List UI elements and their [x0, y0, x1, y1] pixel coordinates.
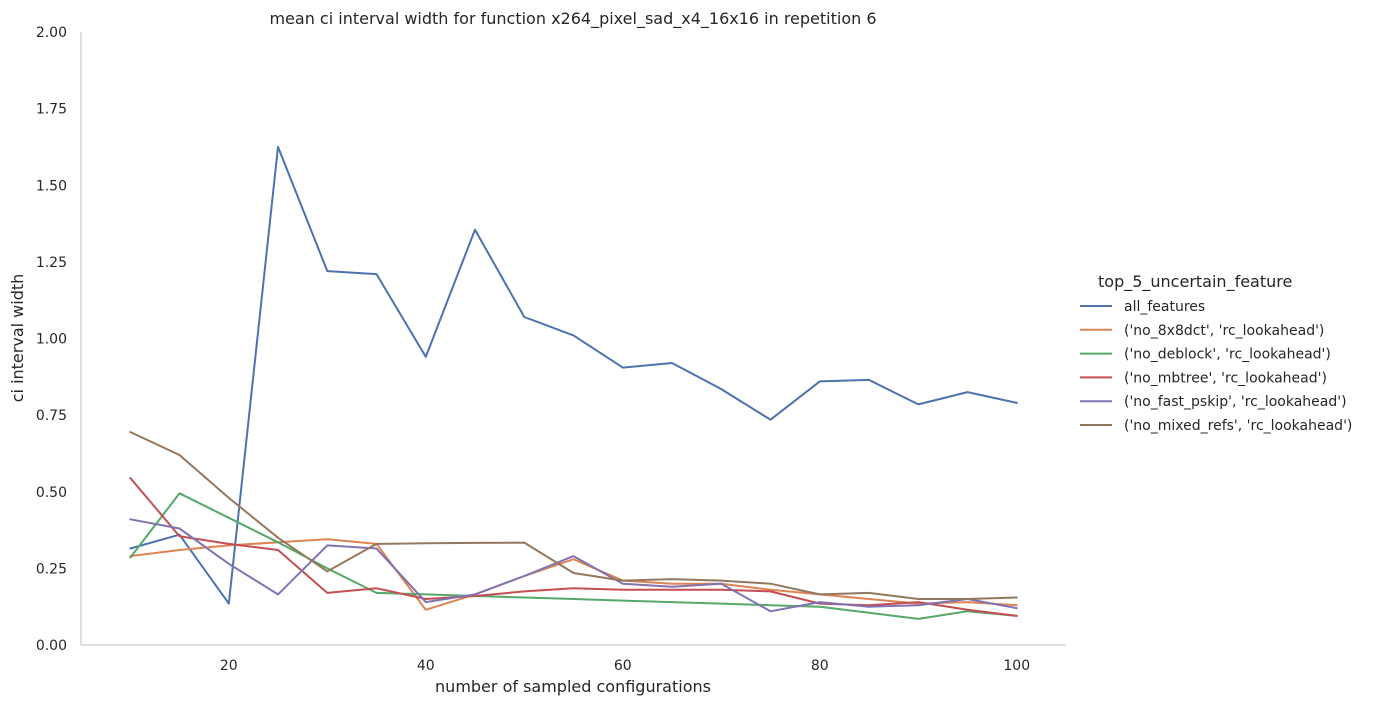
- legend-entry-0: all_features: [1124, 299, 1205, 315]
- series-line-2: [129, 492, 1018, 620]
- y-tick-label: 0.50: [36, 485, 67, 501]
- legend-entry-5: ('no_mixed_refs', 'rc_lookahead'): [1124, 418, 1352, 434]
- series-line-0: [129, 145, 1018, 605]
- legend-title: top_5_uncertain_feature: [1098, 272, 1292, 292]
- legend-entry-1: ('no_8x8dct', 'rc_lookahead'): [1124, 323, 1324, 339]
- legend: top_5_uncertain_feature all_features ('no…: [1080, 272, 1352, 434]
- series-line-4: [129, 518, 1018, 613]
- legend-entry-2: ('no_deblock', 'rc_lookahead'): [1124, 347, 1331, 363]
- x-axis-label: number of sampled configurations: [435, 677, 711, 696]
- x-tick-label: 20: [220, 658, 238, 674]
- y-tick-label: 1.50: [36, 178, 67, 194]
- chart-title: mean ci interval width for function x264…: [269, 9, 876, 29]
- x-tick-label: 80: [811, 658, 829, 674]
- legend-entry-4: ('no_fast_pskip', 'rc_lookahead'): [1124, 394, 1347, 410]
- y-tick-label: 1.25: [36, 255, 67, 271]
- x-tick-label: 60: [614, 658, 632, 674]
- x-tick-label: 100: [1003, 658, 1030, 674]
- y-tick-labels: 0.00 0.25 0.50 0.75 1.00 1.25 1.50 1.75 2.00: [36, 25, 67, 654]
- x-tick-label: 40: [417, 658, 435, 674]
- y-axis-label: ci interval width: [8, 274, 27, 403]
- legend-entry-3: ('no_mbtree', 'rc_lookahead'): [1124, 370, 1327, 386]
- series-line-5: [129, 431, 1018, 600]
- series-line-3: [129, 477, 1018, 617]
- y-tick-label: 0.25: [36, 561, 67, 577]
- y-tick-label: 0.00: [36, 638, 67, 654]
- y-tick-label: 0.75: [36, 408, 67, 424]
- series-lines: [129, 145, 1018, 620]
- y-tick-label: 1.75: [36, 102, 67, 118]
- y-tick-label: 1.00: [36, 332, 67, 348]
- x-tick-labels: 20 40 60 80 100: [220, 658, 1030, 674]
- y-tick-label: 2.00: [36, 25, 67, 41]
